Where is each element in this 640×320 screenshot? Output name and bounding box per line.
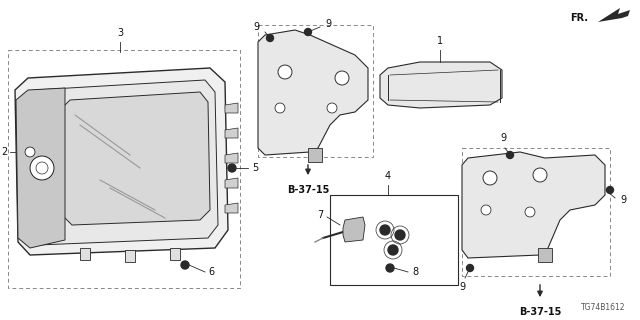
Text: TG74B1612: TG74B1612 [580, 303, 625, 312]
Polygon shape [225, 178, 238, 188]
Polygon shape [225, 103, 238, 113]
Circle shape [25, 147, 35, 157]
Text: 4: 4 [385, 171, 391, 181]
Text: B-37-15: B-37-15 [287, 185, 329, 195]
Circle shape [607, 187, 614, 194]
Circle shape [386, 264, 394, 272]
Polygon shape [343, 217, 365, 242]
Text: 8: 8 [412, 267, 418, 277]
Polygon shape [462, 152, 605, 258]
Circle shape [278, 65, 292, 79]
Polygon shape [80, 248, 90, 260]
Polygon shape [15, 68, 228, 255]
Text: 9: 9 [325, 19, 331, 29]
Text: 2: 2 [1, 147, 7, 157]
Circle shape [391, 226, 409, 244]
Circle shape [228, 164, 236, 172]
Bar [462, 148, 610, 276]
Circle shape [266, 35, 273, 42]
Text: 1: 1 [437, 36, 443, 46]
Circle shape [376, 221, 394, 239]
Polygon shape [170, 248, 180, 260]
Circle shape [305, 28, 312, 36]
Polygon shape [225, 203, 238, 213]
Circle shape [388, 245, 398, 255]
Polygon shape [225, 128, 238, 138]
Polygon shape [380, 62, 502, 108]
Text: B-37-15: B-37-15 [519, 307, 561, 317]
Circle shape [506, 151, 513, 158]
Polygon shape [258, 30, 368, 155]
Circle shape [525, 207, 535, 217]
Polygon shape [125, 250, 135, 262]
Circle shape [36, 162, 48, 174]
Text: 9: 9 [459, 282, 465, 292]
Text: 9: 9 [500, 133, 506, 143]
Circle shape [327, 103, 337, 113]
Text: 3: 3 [117, 28, 123, 38]
Bar [258, 25, 373, 157]
Polygon shape [62, 92, 210, 225]
Polygon shape [25, 80, 218, 245]
Polygon shape [16, 88, 65, 248]
Circle shape [384, 241, 402, 259]
Circle shape [335, 71, 349, 85]
Polygon shape [308, 148, 322, 162]
Polygon shape [598, 8, 630, 22]
Circle shape [467, 265, 474, 271]
Circle shape [380, 225, 390, 235]
Bar [330, 195, 458, 285]
Bar [8, 50, 240, 288]
Text: 9: 9 [620, 195, 626, 205]
Circle shape [30, 156, 54, 180]
Text: FR.: FR. [570, 13, 588, 23]
Circle shape [533, 168, 547, 182]
Circle shape [275, 103, 285, 113]
Text: 7: 7 [317, 210, 323, 220]
Text: 5: 5 [252, 163, 259, 173]
Polygon shape [225, 153, 238, 163]
Circle shape [483, 171, 497, 185]
Circle shape [181, 261, 189, 269]
Text: 9: 9 [254, 22, 260, 32]
Circle shape [481, 205, 491, 215]
Text: 6: 6 [208, 267, 214, 277]
Circle shape [395, 230, 405, 240]
Polygon shape [538, 248, 552, 262]
